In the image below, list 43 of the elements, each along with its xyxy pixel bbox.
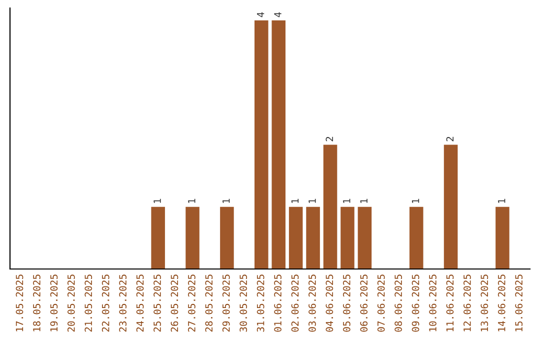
x-tick-label: 07.06.2025 [377,274,385,332]
data-label: 2 [446,136,454,142]
x-tick-label: 23.05.2025 [119,274,126,332]
data-label: 1 [154,198,161,203]
x-tick-label: 12.06.2025 [464,274,471,332]
x-tick-label: 27.05.2025 [188,274,196,332]
data-label: 1 [222,198,230,203]
x-tick-label: 28.05.2025 [205,274,213,332]
x-tick-label: 22.05.2025 [102,274,110,332]
x-tick-label: 24.05.2025 [136,274,144,332]
data-label: 1 [291,198,299,203]
data-label: 1 [308,198,316,203]
x-tick-label: 21.05.2025 [84,274,92,332]
x-tick-label: 20.05.2025 [67,274,75,332]
x-tick-label: 26.05.2025 [170,274,178,332]
x-tick-label: 03.06.2025 [308,274,316,332]
x-tick-label: 31.05.2025 [256,274,264,332]
x-tick-label: 06.06.2025 [360,274,368,332]
data-label: 2 [326,136,333,142]
x-tick-label: 05.06.2025 [342,274,350,332]
data-label: 1 [498,198,506,203]
data-label: 1 [188,198,196,203]
x-tick-label: 11.06.2025 [446,274,454,332]
x-tick-label: 02.06.2025 [291,274,299,332]
x-tick-label: 04.06.2025 [326,274,334,332]
x-tick-label: 17.05.2025 [16,274,24,332]
x-tick-label: 30.05.2025 [240,274,248,332]
data-label: 1 [360,198,368,203]
data-label: 4 [274,12,282,18]
x-tick-label: 01.06.2025 [274,274,282,332]
x-tick-label: 13.06.2025 [480,274,488,332]
x-tick-label: 09.06.2025 [412,274,420,332]
data-label: 1 [343,198,350,203]
x-tick-label: 18.05.2025 [33,274,40,332]
data-label: 1 [412,198,420,203]
x-tick-label: 19.05.2025 [50,274,58,332]
x-tick-label: 29.05.2025 [222,274,230,332]
x-tick-label: 10.06.2025 [429,274,436,332]
data-label: 4 [257,12,264,18]
x-tick-label: 25.05.2025 [154,274,161,332]
x-tick-label: 15.06.2025 [515,274,523,332]
x-tick-label: 08.06.2025 [394,274,402,332]
x-tick-label: 14.06.2025 [498,274,506,332]
